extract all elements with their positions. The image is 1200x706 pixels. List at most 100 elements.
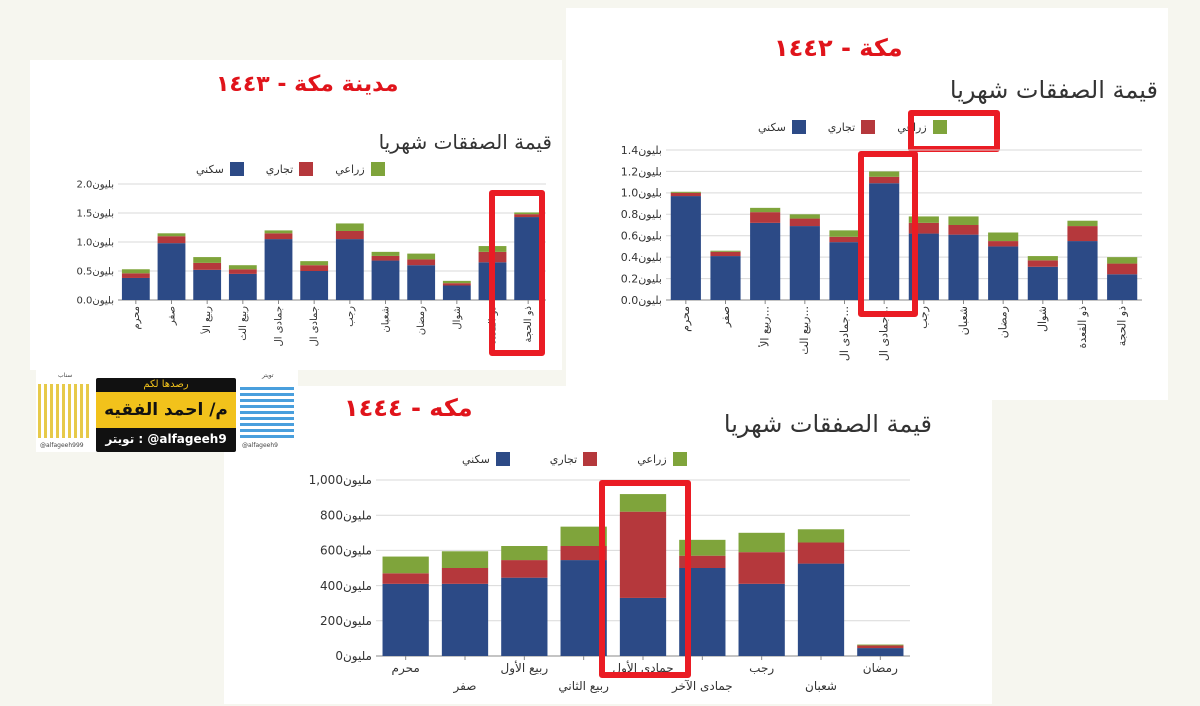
bar-segment-commercial xyxy=(710,251,741,257)
bar-segment-residential xyxy=(335,239,364,300)
x-tick-label: جمادى ال... xyxy=(838,306,851,361)
bar-chart-1443: 0.0بليون 0.5بليون 1.0بليون 1.5بليون 2.0بليون… xyxy=(76,180,546,347)
x-tick-label: رمضان xyxy=(416,306,427,335)
bar-segment-agricultural xyxy=(948,216,979,225)
bar-segment-commercial xyxy=(560,546,607,561)
bar-segment-residential xyxy=(371,260,400,300)
legend-label: سكني xyxy=(758,120,786,134)
legend-swatch xyxy=(299,162,314,176)
x-tick-label: محرم xyxy=(392,661,420,676)
bar-segment-commercial xyxy=(514,214,543,218)
legend-label: زراعي xyxy=(637,452,667,466)
highlight-box-category xyxy=(489,190,545,356)
bar-segment-commercial xyxy=(670,192,701,197)
bar-segment-residential xyxy=(1067,241,1098,300)
legend-item-residential: سكني xyxy=(196,162,244,176)
bar-segment-commercial xyxy=(829,236,860,243)
y-tick-label: 0.6بليون xyxy=(621,230,662,243)
x-tick-label: رجب xyxy=(749,661,774,676)
legend-label: تجاري xyxy=(265,162,294,176)
bar-segment-agricultural xyxy=(407,253,436,260)
qr-right-caption: @alfageeh9 xyxy=(242,442,278,449)
bar-segment-agricultural xyxy=(750,207,781,213)
legend-swatch xyxy=(495,452,510,466)
y-tick-label: 600مليون xyxy=(320,544,372,559)
x-tick-label: صفر xyxy=(453,679,477,694)
x-tick-label: رجب xyxy=(345,306,356,327)
bar-segment-agricultural xyxy=(442,280,471,284)
bar-segment-residential xyxy=(948,234,979,300)
bar-segment-agricultural xyxy=(371,251,400,256)
legend-label: سكني xyxy=(462,452,490,466)
chart-heading: مكة - ١٤٤٢ xyxy=(774,34,903,62)
qr-left-caption: @alfageeh999 xyxy=(40,442,84,449)
bar-segment-commercial xyxy=(1067,226,1098,242)
bar-segment-residential xyxy=(750,222,781,300)
legend-swatch xyxy=(229,162,244,176)
bar-segment-agricultural xyxy=(382,556,429,574)
bar-segment-agricultural xyxy=(1067,220,1098,227)
bar-segment-residential xyxy=(300,271,329,300)
legend-item-commercial: تجاري xyxy=(265,162,314,176)
y-tick-label: 1.2بليون xyxy=(621,165,662,178)
x-tick-label: ذو الحجة xyxy=(523,306,534,343)
legend-swatch xyxy=(370,162,385,176)
bar-segment-residential xyxy=(710,256,741,300)
chart-title: قيمة الصفقات شهريا xyxy=(723,410,932,438)
bar-segment-agricultural xyxy=(1107,257,1138,264)
bar-segment-commercial xyxy=(157,236,186,244)
snapchat-qr-code xyxy=(38,384,92,438)
bar-segment-residential xyxy=(869,183,900,300)
bar-segment-residential xyxy=(829,242,860,300)
bar-segment-agricultural xyxy=(710,250,741,252)
x-tick-label: ربيع الث... xyxy=(798,306,811,355)
x-tick-label: جمادى ال xyxy=(309,306,320,347)
bar-segment-agricultural xyxy=(501,546,548,561)
chart-title: قيمة الصفقات شهريا xyxy=(949,76,1158,104)
bar-segment-agricultural xyxy=(228,265,257,270)
bar-segment-agricultural xyxy=(264,230,293,234)
x-tick-label: شوال xyxy=(452,306,463,330)
x-tick-label: صفر xyxy=(167,306,178,326)
bar-segment-agricultural xyxy=(1027,256,1058,261)
bar-segment-commercial xyxy=(908,222,939,234)
bar-segment-residential xyxy=(797,563,845,656)
bar-segment-agricultural xyxy=(797,529,845,543)
bar-segment-commercial xyxy=(789,218,820,227)
bar-segment-commercial xyxy=(501,560,548,578)
x-tick-label: ربيع الأ xyxy=(200,306,213,335)
promo-banner: رصدها لكم م/ احمد الفقيه تويتر : @alfage… xyxy=(96,378,236,452)
bar-segment-commercial xyxy=(121,273,150,278)
bar-segment-commercial xyxy=(371,255,400,261)
bar-segment-residential xyxy=(619,597,667,656)
x-tick-label: جمادى الآخر xyxy=(671,679,733,694)
bar-segment-residential xyxy=(121,277,150,300)
bar-segment-commercial xyxy=(407,259,436,266)
legend-label: تجاري xyxy=(827,120,856,134)
y-tick-label: 800مليون xyxy=(320,508,372,523)
bar-segment-agricultural xyxy=(193,257,222,263)
x-tick-label: صفر xyxy=(719,306,732,328)
bar-segment-commercial xyxy=(948,225,979,235)
x-tick-label: ربيع الثاني xyxy=(558,679,609,694)
x-tick-label: شعبان xyxy=(381,306,392,333)
x-tick-label: رجب xyxy=(917,306,930,329)
y-tick-label: 1.0بليون xyxy=(76,238,114,249)
bar-segment-commercial xyxy=(442,283,471,286)
bar-segment-residential xyxy=(501,577,548,656)
legend-item-commercial: تجاري xyxy=(827,120,876,134)
bar-segment-agricultural xyxy=(335,223,364,231)
promo-card: سناب @alfageeh999 رصدها لكم م/ احمد الفق… xyxy=(36,368,298,452)
legend-swatch xyxy=(672,452,687,466)
chart-title: قيمة الصفقات شهريا xyxy=(378,130,552,154)
promo-top-text: رصدها لكم xyxy=(122,378,210,392)
y-tick-label: 1.5بليون xyxy=(76,209,114,220)
legend-item-residential: سكني xyxy=(758,120,806,134)
x-tick-label: شعبان xyxy=(957,306,970,335)
bar-segment-residential xyxy=(264,239,293,300)
y-tick-label: 0.0بليون xyxy=(76,296,114,307)
x-tick-label: ذو الحجة xyxy=(1115,306,1128,346)
bar-segment-agricultural xyxy=(869,171,900,177)
bar-segment-commercial xyxy=(441,568,489,584)
y-tick-label: 0مليون xyxy=(335,649,372,664)
